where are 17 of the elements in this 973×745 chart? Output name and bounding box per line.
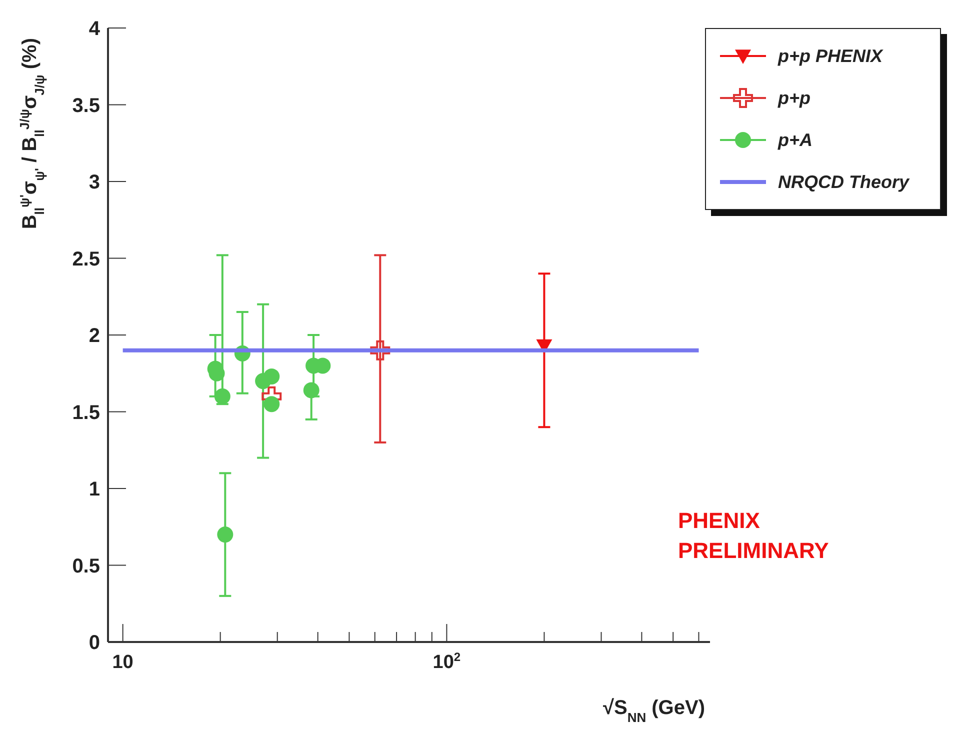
y-tick-label: 4	[88, 18, 101, 40]
x-axis-title: √S$_{NN}$ (GeV)	[602, 697, 705, 724]
y-tick-label: 2	[88, 325, 100, 347]
y-tick-label: 3.5	[72, 94, 100, 117]
legend-label: p+p PHENIX	[778, 46, 883, 66]
y-tick-label: 0.5	[72, 555, 100, 578]
x-tick-label: 10$^{2}$	[432, 650, 461, 673]
y-tick-label: 1	[88, 478, 100, 500]
y-tick-label: 3	[88, 172, 100, 194]
legend-label: p+A	[778, 130, 813, 150]
y-tick-label: 1.5	[72, 402, 100, 424]
annotation: PHENIX PRELIMINARY	[678, 508, 830, 563]
legend-label: p+p	[778, 88, 811, 108]
x-tick-label: 10	[112, 652, 134, 673]
legend-label: NRQCD Theory	[778, 172, 910, 192]
y-tick-label: 0	[88, 632, 100, 654]
y-tick-label: 2.5	[72, 248, 100, 270]
